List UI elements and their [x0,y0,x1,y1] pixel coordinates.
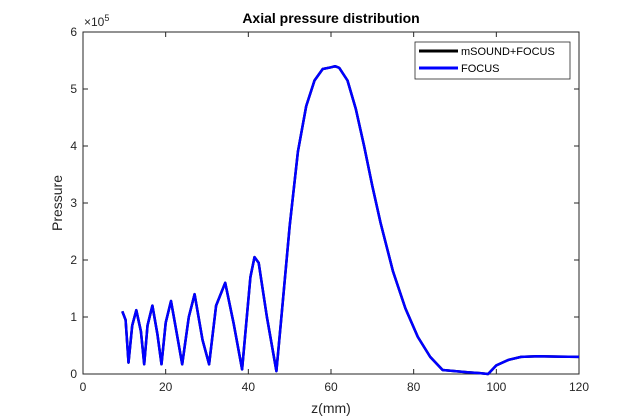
series-line-focus [121,64,580,376]
legend: mSOUND+FOCUS FOCUS [414,41,571,80]
y-tick-label: 4 [70,139,77,153]
y-exponent-label: ×105 [84,13,109,29]
x-axis: 0 20 40 60 80 100 120 [80,32,589,394]
legend-entry-focus: FOCUS [461,63,500,75]
y-tick-label: 0 [70,367,77,381]
y-exponent-power: 5 [104,13,109,23]
y-tick-label: 2 [70,253,77,267]
x-tick-label: 100 [486,380,506,394]
x-tick-label: 40 [242,380,256,394]
chart-title: Axial pressure distribution [242,10,419,26]
y-axis-label: Pressure [49,175,65,231]
legend-entry-msound-focus: mSOUND+FOCUS [461,46,555,58]
x-tick-label: 60 [324,380,338,394]
y-tick-label: 3 [70,196,77,210]
x-tick-label: 120 [569,380,589,394]
series-layer [121,64,580,376]
y-tick-label: 6 [70,25,77,39]
y-exponent-base: ×10 [84,15,105,29]
y-tick-label: 1 [70,310,77,324]
legend-box [414,41,571,80]
x-tick-label: 80 [407,380,421,394]
x-tick-label: 0 [80,380,87,394]
y-axis: 0 1 2 3 4 5 6 [70,25,579,381]
y-tick-label: 5 [70,82,77,96]
plot-area [82,31,580,375]
x-tick-label: 20 [159,380,173,394]
x-axis-label: z(mm) [311,400,351,416]
